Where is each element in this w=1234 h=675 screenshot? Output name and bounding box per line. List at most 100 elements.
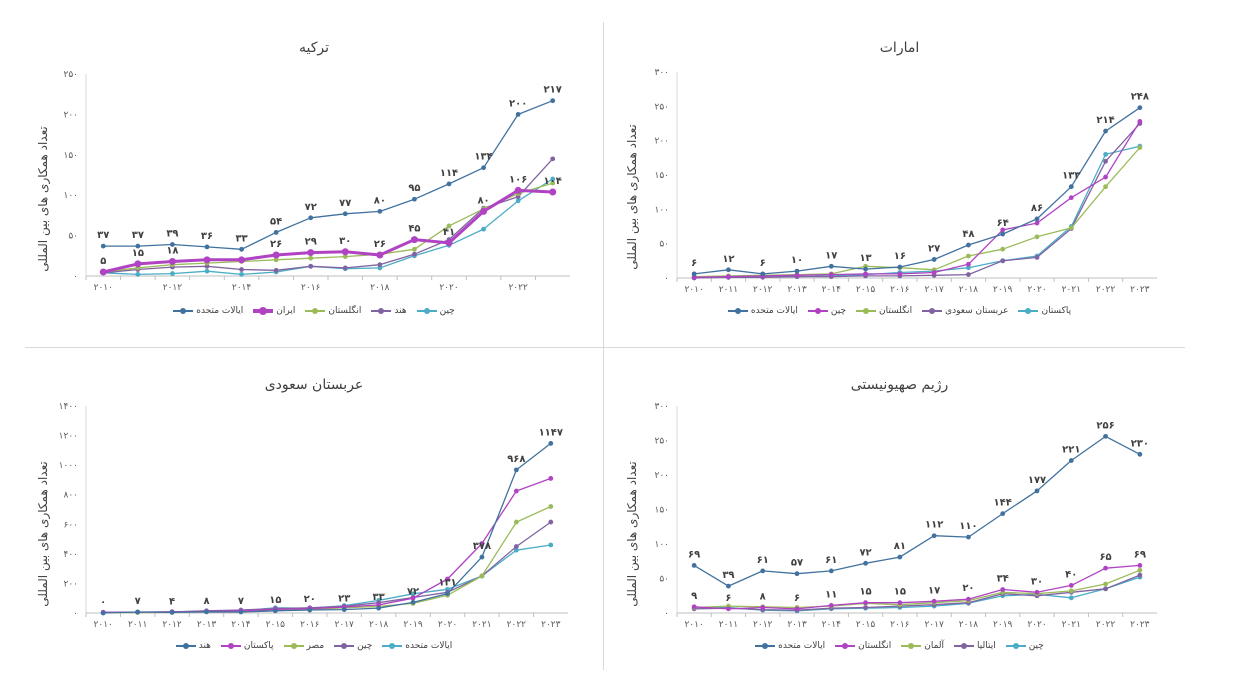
series-line — [694, 564, 1140, 610]
data-label: ۰ — [100, 597, 106, 608]
x-tick-label: ۲۰۲۲ — [1096, 620, 1116, 630]
x-tick-label: ۲۰۱۲ — [753, 620, 773, 630]
chart-legend: ایالات متحده انگلستان آلمان ایتالیا چین — [612, 641, 1187, 651]
x-tick-label: ۲۰۱۴ — [232, 283, 252, 293]
x-tick-label: ۲۰۲۳ — [1130, 620, 1150, 630]
legend-item: چین — [334, 641, 372, 651]
x-tick-label: ۲۰۱۵ — [856, 285, 876, 295]
data-point — [135, 609, 141, 615]
y-tick-label: ۰ — [73, 609, 78, 619]
data-label: ۷۲ — [859, 547, 871, 558]
data-point — [342, 211, 348, 217]
data-label: ۱۸ — [166, 245, 178, 256]
data-point — [897, 264, 903, 270]
data-point — [412, 196, 417, 202]
x-tick-label: ۲۰۱۵ — [266, 620, 286, 630]
data-point — [828, 272, 834, 277]
data-point — [376, 605, 382, 611]
data-point — [1103, 581, 1108, 587]
data-point — [1000, 258, 1006, 264]
data-point — [479, 541, 485, 546]
data-label: ۴۸ — [962, 229, 974, 240]
data-point — [168, 257, 176, 265]
data-label: ۲۷ — [928, 243, 940, 254]
data-point — [931, 257, 937, 262]
data-label: ۵۴ — [270, 216, 282, 227]
x-tick-label: ۲۰۱۲ — [162, 620, 182, 630]
legend-swatch — [173, 308, 194, 314]
data-point — [377, 262, 383, 268]
data-label: ۶۱ — [825, 555, 837, 566]
data-point — [1068, 195, 1074, 201]
legend-item: انگلستان — [856, 306, 912, 316]
legend-swatch — [253, 307, 274, 315]
y-tick-label: ۱۵۰ — [654, 171, 669, 181]
x-tick-label: ۲۰۱۵ — [856, 620, 876, 630]
series-line — [103, 158, 554, 274]
data-point — [308, 215, 314, 221]
data-point — [1034, 255, 1040, 260]
data-label: ۳۷ — [97, 230, 109, 241]
data-point — [828, 603, 834, 608]
data-point — [966, 253, 971, 259]
data-point — [100, 610, 106, 616]
data-label: ۶ — [725, 593, 731, 604]
data-point — [273, 257, 279, 263]
x-tick-label: ۲۰۱۸ — [369, 620, 389, 630]
data-label: ۷۲ — [407, 586, 419, 597]
data-point — [307, 607, 313, 613]
data-label: ۳۶ — [201, 231, 213, 242]
legend-swatch — [175, 643, 196, 649]
plot-area: ۰ ۵۰ ۱۰۰ ۱۵۰ ۲۰۰ ۲۵۰ ۲۰۱۰ ۲۰۱۲ ۲۰۱۴ ۲۰۱۶ ۲۰۱۸ ۲۰۲۰ ۲… — [63, 70, 570, 293]
data-label: ۴۱ — [443, 227, 455, 238]
legend-swatch — [1005, 643, 1026, 649]
data-point — [726, 274, 731, 280]
data-point — [342, 265, 348, 271]
x-tick-label: ۲۰۲۱ — [1062, 620, 1081, 630]
series-line — [103, 100, 553, 250]
legend-label: ایران — [276, 306, 296, 316]
y-tick-label: ۳۰۰ — [654, 402, 669, 412]
legend-label: عربستان سعودی — [945, 306, 1009, 316]
y-tick-label: ۶۰۰ — [63, 520, 78, 530]
data-point — [273, 267, 279, 273]
data-point — [550, 176, 556, 182]
data-label: ۱۳۳ — [1062, 171, 1080, 182]
data-label: ۱۰۶ — [509, 174, 527, 185]
data-point — [479, 554, 485, 560]
panel-divider-horizontal — [25, 347, 1185, 348]
data-label: ۳۷ — [132, 230, 144, 241]
data-point — [513, 547, 519, 553]
x-tick-label: ۲۰۱۱ — [719, 620, 738, 630]
legend-label: مصر — [306, 641, 325, 651]
x-tick-label: ۲۰۱۶ — [301, 283, 321, 293]
x-tick-label: ۲۰۱۰ — [94, 620, 113, 630]
legend-swatch — [283, 643, 304, 649]
data-point — [239, 246, 244, 252]
legend-item: چین — [416, 306, 455, 316]
legend-item: چین — [1005, 641, 1044, 651]
legend-label: چین — [1028, 641, 1044, 651]
data-label: ۱۷۷ — [1028, 475, 1046, 486]
legend-swatch — [220, 643, 241, 649]
legend-item: ایالات متحده — [382, 641, 452, 651]
data-point — [170, 242, 175, 247]
data-point — [1000, 511, 1006, 517]
data-point — [204, 244, 210, 250]
chart-panel-turkey: ترکیه تعداد همکاری های بین المللی ۰ ۵۰ ۱۰۰… — [28, 30, 600, 330]
x-tick-label: ۲۰۲۲ — [508, 283, 528, 293]
chart-title: عربستان سعودی — [264, 377, 364, 393]
data-point — [897, 271, 903, 277]
legend-label: ایتالیا — [977, 641, 996, 651]
data-label: ۲۱۷ — [544, 85, 562, 96]
legend-item: مصر — [283, 641, 325, 651]
data-point — [726, 267, 731, 273]
data-label: ۷۲ — [305, 202, 317, 213]
data-point — [99, 268, 107, 276]
y-tick-label: ۱۰۰ — [654, 205, 669, 215]
legend-item: پاکستان — [220, 641, 274, 651]
data-point — [863, 266, 868, 272]
data-label: ۸۶ — [1031, 203, 1043, 214]
